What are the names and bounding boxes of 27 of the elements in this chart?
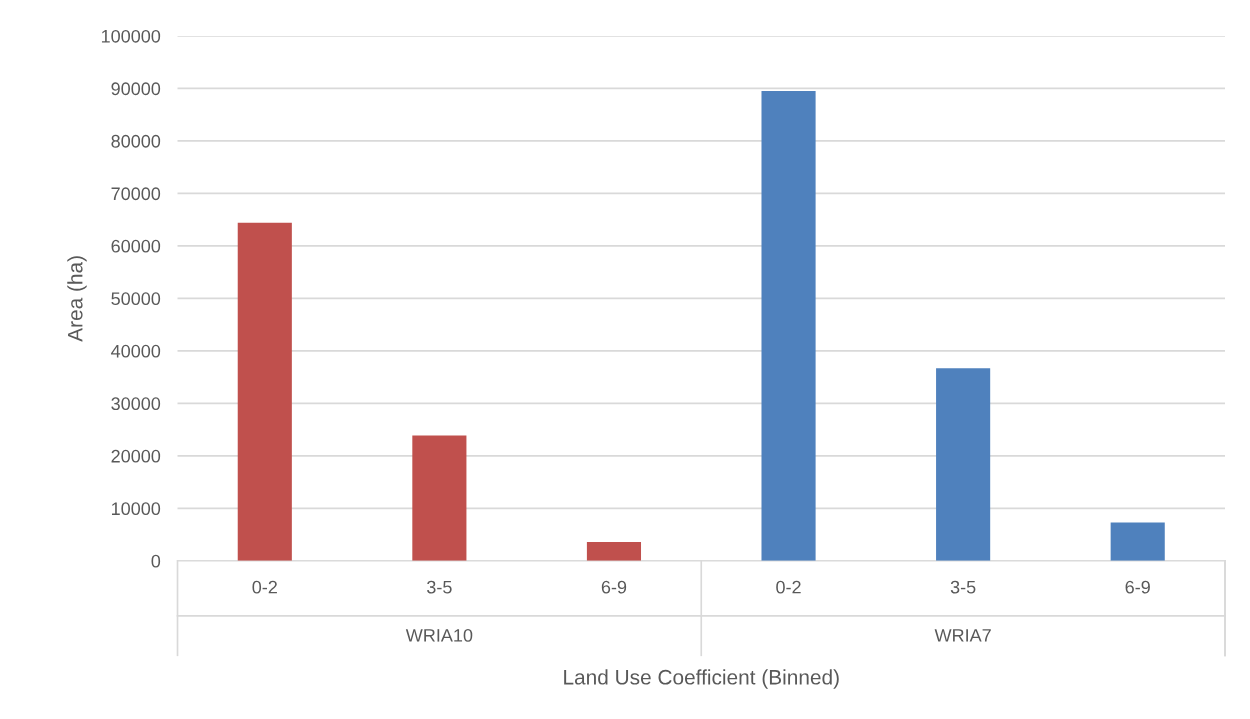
- y-tick-label: 10000: [112, 502, 161, 516]
- bar: [936, 368, 991, 561]
- bar: [586, 541, 642, 561]
- y-tick-label: 0: [151, 554, 161, 568]
- bar: [412, 435, 467, 561]
- bar: [761, 91, 816, 561]
- x-tick-label: 3-5: [427, 580, 452, 594]
- x-tick-label: 6-9: [601, 580, 627, 594]
- y-tick-label: 30000: [111, 397, 161, 411]
- bar: [1110, 522, 1165, 561]
- x-tick-label: 0-2: [252, 580, 277, 594]
- y-tick-label: 50000: [111, 292, 161, 306]
- x-tick-label: 0-2: [776, 580, 801, 594]
- y-tick-label: 90000: [111, 82, 161, 96]
- text: WRIA7: [934, 629, 991, 642]
- y-tick-label: 80000: [111, 134, 161, 148]
- y-tick-label: 100000: [101, 29, 161, 43]
- x-tick-label: 3-5: [950, 580, 976, 594]
- y-tick-label: 40000: [111, 344, 161, 358]
- bar: [237, 222, 292, 561]
- text: WRIA10: [405, 628, 473, 642]
- y-axis-title: Area (ha): [67, 256, 87, 342]
- x-axis-title: Land Use Coefficient (Binned): [564, 669, 839, 689]
- x-tick-label: 6-9: [1125, 580, 1150, 594]
- y-tick-label: 20000: [111, 449, 161, 463]
- y-tick-label: 60000: [111, 239, 161, 253]
- y-tick-label: 70000: [111, 187, 161, 201]
